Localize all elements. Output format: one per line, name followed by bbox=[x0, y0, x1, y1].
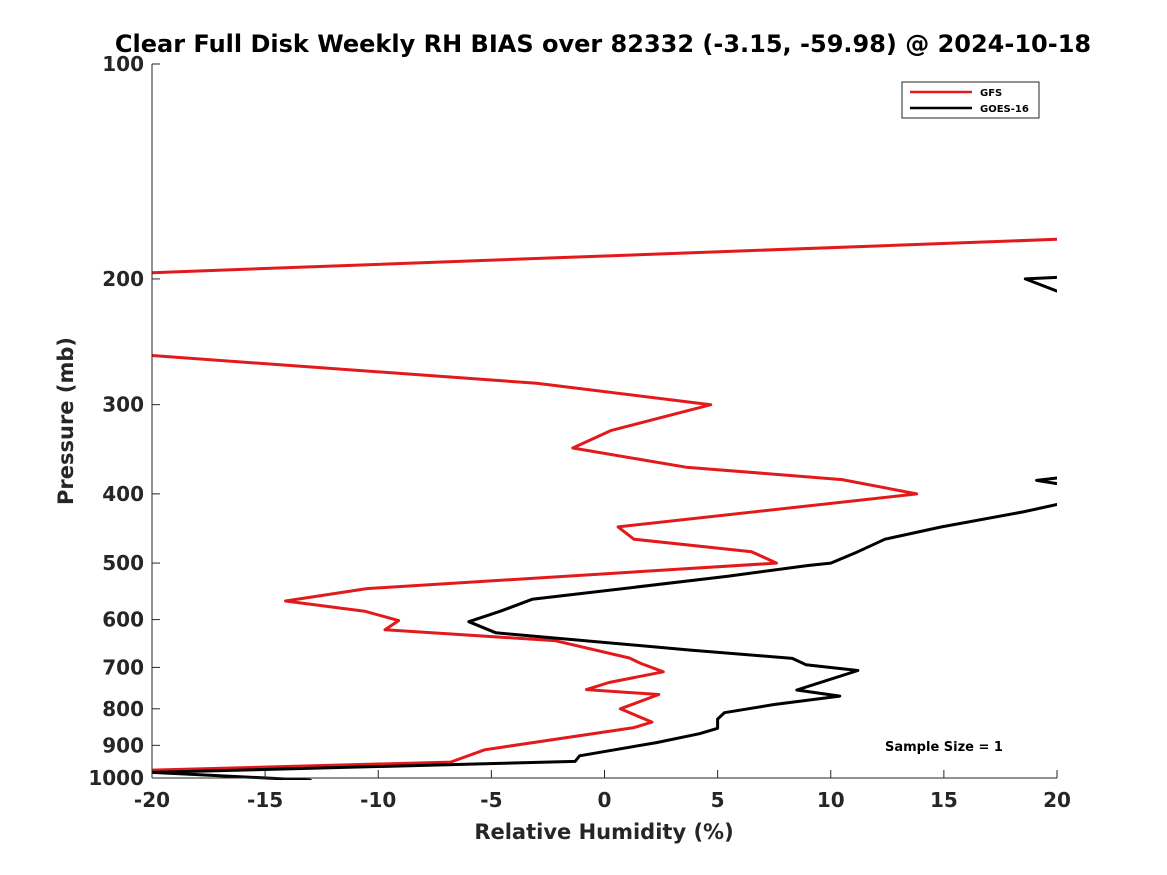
y-tick-label: 700 bbox=[102, 655, 144, 679]
y-axis-label: Pressure (mb) bbox=[54, 337, 78, 505]
x-tick-label: 10 bbox=[817, 788, 845, 812]
axes-layer: -20 -15 -10 -5 0 5 10 15 20 100 200 300 400 500 600 700… bbox=[88, 52, 1071, 812]
x-tick-label: -20 bbox=[134, 788, 170, 812]
chart-title: Clear Full Disk Weekly RH BIAS over 8233… bbox=[115, 30, 1091, 58]
x-axis-label: Relative Humidity (%) bbox=[474, 820, 733, 844]
y-tick-label: 100 bbox=[102, 52, 144, 76]
y-tick-label: 400 bbox=[102, 482, 144, 506]
y-tick-label: 1000 bbox=[88, 766, 144, 790]
y-tick-label: 500 bbox=[102, 551, 144, 575]
y-tick-label: 200 bbox=[102, 267, 144, 291]
legend-box bbox=[901, 81, 1040, 119]
y-tick-label: 900 bbox=[102, 733, 144, 757]
legend-label-gfs: GFS bbox=[980, 88, 1002, 99]
sample-size-annotation: Sample Size = 1 bbox=[885, 740, 1003, 755]
legend-label-goes16: GOES-16 bbox=[980, 104, 1029, 115]
x-tick-label: 5 bbox=[711, 788, 725, 812]
series-line-goes16 bbox=[1023, 275, 1057, 293]
x-tick-label: -10 bbox=[360, 788, 396, 812]
x-tick-label: -5 bbox=[480, 788, 502, 812]
x-tick-label: 15 bbox=[930, 788, 958, 812]
series-line-goes16 bbox=[152, 503, 1057, 780]
series-line-goes16 bbox=[1035, 476, 1057, 486]
series-line-gfs bbox=[152, 237, 1057, 275]
y-tick-label: 300 bbox=[102, 393, 144, 417]
series-layer bbox=[152, 237, 1057, 780]
series-line-gfs bbox=[152, 354, 919, 772]
x-tick-label: -15 bbox=[247, 788, 283, 812]
y-tick-label: 600 bbox=[102, 608, 144, 632]
x-tick-label: 0 bbox=[598, 788, 612, 812]
legend: GFS GOES-16 bbox=[901, 81, 1040, 119]
y-tick-label: 800 bbox=[102, 697, 144, 721]
x-tick-label: 20 bbox=[1043, 788, 1071, 812]
